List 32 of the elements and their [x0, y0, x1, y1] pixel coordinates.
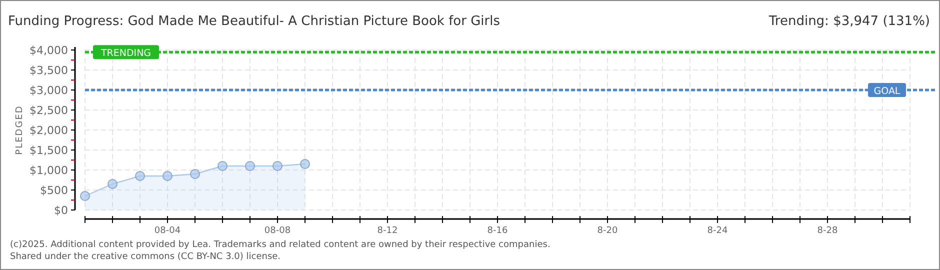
point: [218, 161, 228, 171]
point: [300, 159, 310, 169]
ref-line-label: TRENDING: [100, 48, 152, 60]
chart-title: Funding Progress: God Made Me Beautiful- A Christian Picture Book for Girls: [8, 14, 500, 29]
point: [162, 171, 172, 181]
point: [108, 179, 118, 189]
x-tick-label: 8-20: [597, 226, 618, 236]
x-tick-label: 08-08: [264, 226, 291, 236]
point: [80, 191, 90, 201]
y-tick-label: $2,500: [30, 104, 68, 117]
y-tick-label: $1,000: [30, 164, 68, 177]
x-tick-label: 8-12: [377, 226, 398, 236]
y-tick-label: $4,000: [30, 44, 68, 57]
y-tick-label: $2,000: [30, 124, 68, 137]
y-tick-label: $3,500: [30, 64, 68, 77]
text: (c)2025. Additional content provided by Lea. Trademarks and related content are owned by their respective companies.: [10, 240, 550, 250]
y-tick-label: $3,000: [30, 84, 68, 97]
y-axis-title: PLEDGED: [15, 105, 25, 155]
x-tick-label: 8-28: [817, 226, 838, 236]
text: Trending: $3,947 (131%): [768, 14, 930, 29]
point: [245, 161, 255, 171]
point: [272, 161, 282, 171]
point: [135, 171, 145, 181]
y-tick-label: $500: [40, 184, 68, 197]
text: Shared under the creative commons (CC BY-NC 3.0) license.: [10, 252, 281, 262]
x-tick-label: 08-04: [154, 226, 181, 236]
x-tick-label: 8-16: [487, 226, 508, 236]
y-tick-label: $1,500: [30, 144, 68, 157]
point: [190, 169, 200, 179]
y-tick-label: $0: [54, 204, 68, 217]
ref-line-label: GOAL: [874, 86, 901, 97]
x-tick-label: 8-24: [707, 226, 728, 236]
